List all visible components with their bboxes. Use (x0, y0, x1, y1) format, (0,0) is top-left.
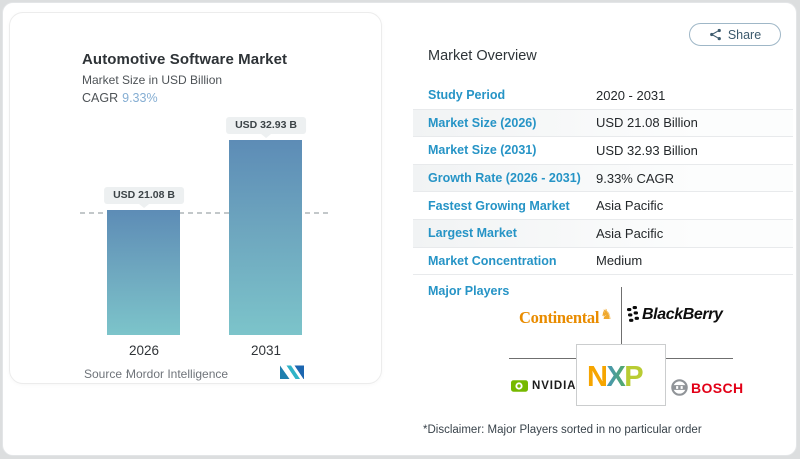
table-row: Study Period 2020 - 2031 (413, 82, 793, 110)
row-value: 9.33% CAGR (596, 170, 675, 186)
bar-value-label-2026: USD 21.08 B (104, 187, 184, 205)
mordor-intelligence-logo (280, 365, 304, 379)
blackberry-wordmark: BlackBerry (642, 305, 723, 323)
nvidia-wordmark: NVIDIA (532, 380, 577, 392)
share-button[interactable]: Share (689, 23, 781, 46)
row-value: Medium (596, 253, 643, 269)
chart-title: Automotive Software Market (82, 51, 288, 68)
cagr-line: CAGR 9.33% (82, 91, 158, 105)
players-vertical-divider (621, 287, 622, 344)
row-value: USD 21.08 Billion (596, 115, 698, 131)
reference-dashline (80, 212, 332, 215)
bosch-logo: BOSCH (671, 379, 744, 396)
row-value: USD 32.93 Billion (596, 142, 698, 158)
x-axis-label-2026: 2026 (128, 343, 160, 358)
nxp-logo-box: NXP (576, 344, 666, 406)
table-row: Market Size (2031) USD 32.93 Billion (413, 137, 793, 165)
row-label: Largest Market (428, 226, 517, 241)
major-players-label: Major Players (428, 284, 510, 298)
table-row: Largest Market Asia Pacific (413, 219, 793, 248)
overview-title: Market Overview (428, 48, 537, 64)
players-horizontal-line-right (666, 358, 733, 359)
continental-logo: Continental ♞ (519, 306, 613, 328)
row-label: Study Period (428, 88, 506, 103)
market-snapshot-card: Automotive Software Market Market Size i… (9, 12, 382, 384)
nxp-logo: NXP (587, 361, 645, 393)
players-horizontal-line-left (509, 358, 576, 359)
source-label: Source : (84, 367, 129, 381)
svg-text:NXP: NXP (587, 361, 643, 393)
nxp-letter-x: X (606, 361, 626, 393)
blackberry-dots-icon (627, 306, 639, 322)
row-value: Asia Pacific (596, 225, 664, 241)
source-value: Mordor Intelligence (126, 367, 229, 381)
share-button-label: Share (727, 27, 762, 42)
disclaimer-text: *Disclaimer: Major Players sorted in no … (423, 424, 702, 436)
nxp-letter-n: N (587, 361, 606, 393)
blackberry-logo: BlackBerry (627, 305, 723, 324)
bosch-magneto-icon (671, 379, 688, 396)
cagr-label: CAGR (82, 91, 119, 105)
continental-horse-icon: ♞ (600, 306, 613, 322)
row-label: Growth Rate (2026 - 2031) (428, 171, 581, 186)
row-value: 2020 - 2031 (596, 87, 666, 103)
x-axis-label-2031: 2031 (250, 343, 282, 358)
table-row: Market Concentration Medium (413, 248, 793, 276)
row-label: Market Size (2031) (428, 143, 537, 158)
bar-value-label-2031: USD 32.93 B (226, 117, 306, 135)
table-row: Growth Rate (2026 - 2031) 9.33% CAGR (413, 164, 793, 193)
continental-wordmark: Continental (519, 308, 600, 327)
nvidia-eye-icon (511, 380, 528, 392)
table-row: Market Size (2026) USD 21.08 Billion (413, 109, 793, 138)
row-label: Market Size (2026) (428, 115, 537, 130)
nxp-letter-p: P (624, 361, 643, 393)
bosch-wordmark: BOSCH (691, 379, 744, 396)
table-row: Fastest Growing Market Asia Pacific (413, 192, 793, 220)
cagr-value: 9.33% (122, 91, 158, 105)
share-icon (709, 28, 721, 41)
nvidia-logo: NVIDIA (511, 380, 576, 392)
overview-table: Study Period 2020 - 2031 Market Size (20… (413, 82, 793, 276)
row-value: Asia Pacific (596, 198, 664, 214)
bar-2031[interactable] (229, 140, 302, 335)
chart-subtitle: Market Size in USD Billion (82, 73, 223, 87)
bar-2026[interactable] (107, 210, 180, 335)
row-label: Fastest Growing Market (428, 198, 570, 213)
row-label: Market Concentration (428, 253, 557, 268)
